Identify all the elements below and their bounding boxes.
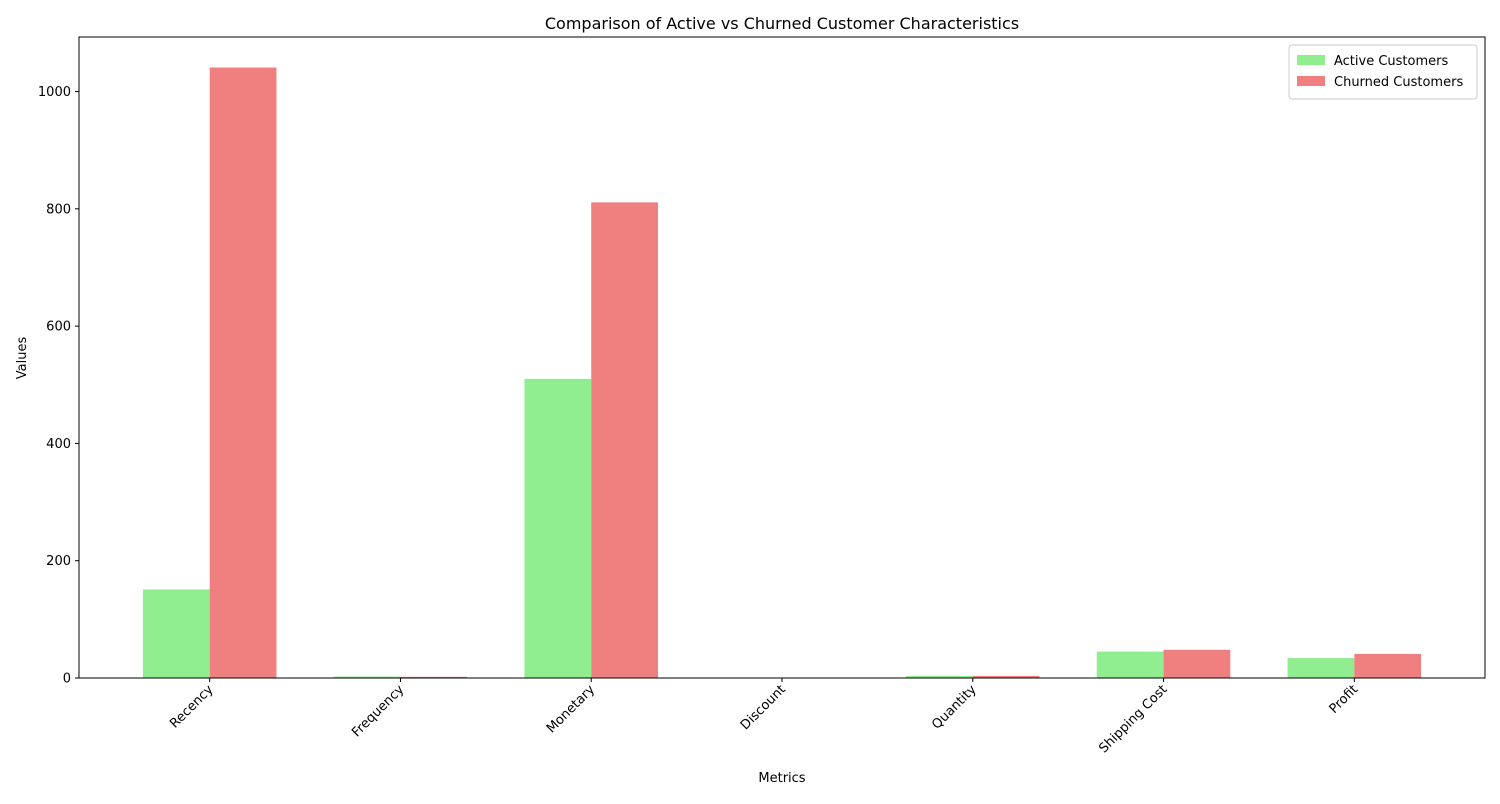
bar-churned-profit	[1354, 654, 1421, 678]
bar-churned-recency	[210, 67, 277, 678]
bar-active-profit	[1288, 658, 1355, 678]
y-tick-label: 600	[46, 320, 71, 335]
chart-title: Comparison of Active vs Churned Customer…	[545, 14, 1019, 33]
x-tick-label-discount: Discount	[738, 682, 789, 733]
plot-frame	[79, 37, 1485, 678]
x-tick-label-frequency: Frequency	[349, 682, 407, 740]
y-tick-label: 1000	[38, 85, 71, 100]
bar-active-recency	[143, 589, 210, 678]
y-tick-label: 800	[46, 202, 71, 217]
y-axis-ticks: 0 200 400 600 800 1000	[38, 85, 79, 686]
legend-swatch-active	[1297, 55, 1325, 65]
bar-active-shipping-cost	[1097, 652, 1164, 678]
bar-active-monetary	[524, 379, 591, 678]
legend-label-active: Active Customers	[1334, 54, 1448, 69]
legend: Active Customers Churned Customers	[1289, 45, 1477, 99]
x-tick-label-recency: Recency	[167, 682, 216, 731]
y-tick-label: 400	[46, 437, 71, 452]
x-tick-label-monetary: Monetary	[544, 682, 598, 736]
x-axis-label: Metrics	[758, 771, 805, 786]
bars-group	[143, 67, 1421, 678]
x-tick-label-shipping-cost: Shipping Cost	[1096, 682, 1170, 756]
legend-label-churned: Churned Customers	[1334, 75, 1463, 90]
bar-churned-monetary	[591, 202, 658, 678]
y-tick-label: 0	[63, 672, 71, 687]
y-tick-label: 200	[46, 554, 71, 569]
x-axis-ticks: Recency Frequency Monetary Discount Quantity…	[167, 678, 1361, 756]
y-axis-label: Values	[15, 337, 30, 380]
legend-swatch-churned	[1297, 76, 1325, 86]
bar-churned-shipping-cost	[1164, 650, 1231, 678]
x-tick-label-profit: Profit	[1327, 682, 1362, 717]
x-tick-label-quantity: Quantity	[929, 682, 980, 733]
